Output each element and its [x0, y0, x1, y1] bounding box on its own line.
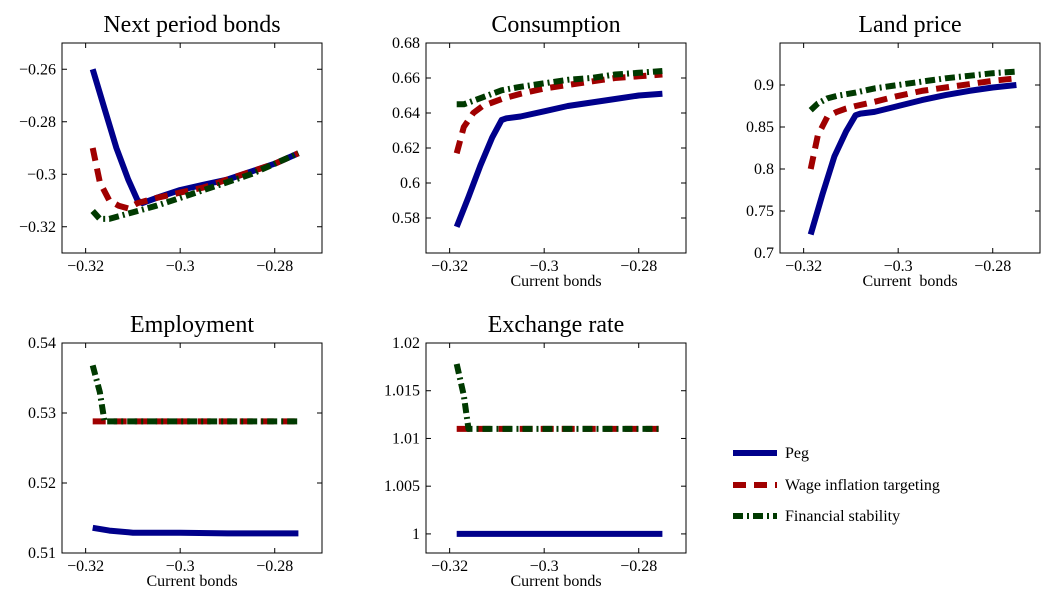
x-axis-label: Current bonds — [510, 273, 601, 290]
x-tick-label: −0.28 — [620, 258, 657, 275]
x-tick-label: −0.3 — [530, 558, 559, 575]
series-line-wage-inflation-targeting — [453, 71, 663, 155]
chart-title: Employment — [130, 312, 254, 338]
x-tick-label: −0.32 — [67, 258, 104, 275]
y-tick-label: 0.7 — [754, 245, 774, 262]
y-tick-label: 0.66 — [392, 70, 420, 87]
x-tick-label: −0.3 — [884, 258, 913, 275]
chart-title: Next period bonds — [103, 12, 280, 38]
y-tick-label: 0.64 — [392, 105, 420, 122]
x-axis-label: Current bonds — [510, 573, 601, 590]
chart-panel: Exchange rate −0.32 −0.3 −0.28 1 1.005 1.01 1.0… — [384, 312, 687, 590]
chart-title: Exchange rate — [488, 312, 625, 338]
series-line-peg — [807, 82, 1017, 236]
y-tick-label: 0.53 — [28, 405, 56, 422]
y-tick-label: 0.58 — [392, 210, 420, 227]
x-tick-label: −0.32 — [785, 258, 822, 275]
y-tick-label: 0.54 — [28, 335, 56, 352]
chart-panel: Consumption −0.32 −0.3 −0.28 0.58 0.6 0.62 0.64… — [392, 12, 687, 290]
y-tick-label: 1.015 — [384, 383, 420, 400]
x-axis-label: Current bonds — [146, 573, 237, 590]
x-tick-label: −0.32 — [67, 558, 104, 575]
series-line-wage-inflation-targeting — [89, 147, 300, 212]
series-line-financial-stability — [456, 68, 663, 108]
series-line-financial-stability — [90, 150, 300, 222]
y-tick-label: 1.01 — [392, 430, 420, 447]
y-tick-label: 0.51 — [28, 545, 56, 562]
y-tick-label: 0.85 — [746, 119, 774, 136]
y-tick-label: 0.75 — [746, 203, 774, 220]
y-tick-label: −0.3 — [27, 166, 56, 183]
series-line-financial-stability — [808, 68, 1017, 113]
axes-frame — [61, 342, 323, 554]
y-tick-label: 0.6 — [400, 175, 420, 192]
axes-frame — [779, 42, 1041, 254]
y-tick-label: −0.32 — [19, 219, 56, 236]
x-tick-label: −0.32 — [431, 258, 468, 275]
y-tick-label: −0.28 — [19, 114, 56, 131]
x-tick-label: −0.32 — [431, 558, 468, 575]
y-tick-label: 0.8 — [754, 161, 774, 178]
series-line-peg — [89, 68, 300, 207]
x-tick-label: −0.3 — [166, 258, 195, 275]
y-tick-label: 1 — [412, 526, 420, 543]
series-line-peg — [453, 90, 663, 228]
y-tick-label: 0.68 — [392, 35, 420, 52]
legend-label: Peg — [785, 445, 809, 462]
y-tick-label: 0.9 — [754, 77, 774, 94]
series-line-peg — [92, 524, 299, 537]
axes-frame — [425, 42, 687, 254]
y-tick-label: 0.52 — [28, 475, 56, 492]
x-tick-label: −0.28 — [256, 258, 293, 275]
chart-panel: Employment −0.32 −0.3 −0.28 0.51 0.52 0.53 0.54… — [28, 312, 323, 590]
legend: Peg Wage inflation targeting Financial sta… — [733, 445, 940, 525]
x-axis-label: Current bonds — [862, 273, 957, 290]
series-line-financial-stability — [89, 364, 299, 425]
chart-panel: Land price −0.32 −0.3 −0.28 0.7 0.75 0.8 0.85 0.… — [746, 12, 1041, 290]
x-tick-label: −0.3 — [166, 558, 195, 575]
series-line-financial-stability — [453, 363, 663, 432]
x-tick-label: −0.28 — [256, 558, 293, 575]
legend-label: Financial stability — [785, 508, 900, 525]
x-tick-label: −0.28 — [620, 558, 657, 575]
y-tick-label: 1.02 — [392, 335, 420, 352]
y-tick-label: 0.62 — [392, 140, 420, 157]
x-tick-label: −0.3 — [530, 258, 559, 275]
axes-frame — [425, 342, 687, 554]
series-line-wage-inflation-targeting — [807, 75, 1017, 170]
legend-label: Wage inflation targeting — [785, 477, 940, 494]
chart-title: Land price — [858, 12, 961, 38]
chart-panel: Next period bonds −0.32 −0.3 −0.28 −0.32 −0.3… — [19, 12, 323, 275]
axes-frame — [61, 42, 323, 254]
x-tick-label: −0.28 — [974, 258, 1011, 275]
chart-title: Consumption — [491, 12, 620, 38]
y-tick-label: −0.26 — [19, 61, 56, 78]
y-tick-label: 1.005 — [384, 478, 420, 495]
